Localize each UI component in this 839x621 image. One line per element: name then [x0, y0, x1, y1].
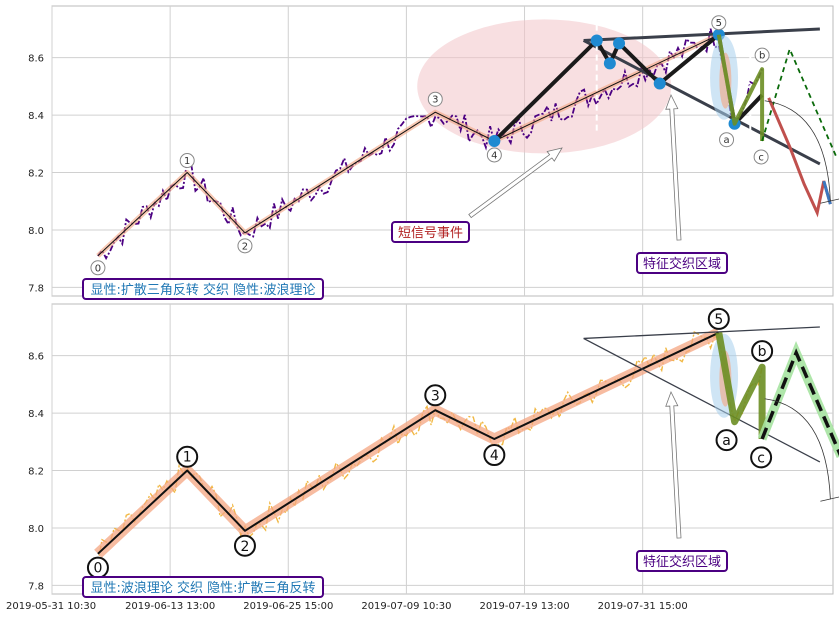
abc-label: c [757, 450, 765, 466]
y-tick-label: 7.8 [28, 581, 44, 592]
abc-label: b [759, 51, 765, 62]
measure-arc [764, 100, 831, 202]
wave-label-circle [237, 238, 253, 254]
x-tick-label: 2019-07-31 15:00 [598, 601, 688, 612]
x-tick-label: 2019-05-31 10:30 [6, 601, 96, 612]
wave-label-circle [176, 445, 199, 468]
interweave-label: 特征交织区域 [643, 554, 721, 570]
abc-label: a [723, 135, 729, 146]
triangle-upper-line [583, 27, 820, 42]
top-panel: 7.8 8.0 8.2 8.4 8.6 0 1 2 3 4 5 a b c 短信号事件特征交织区域显性:扩散… [28, 5, 839, 300]
wave-label-circle [424, 384, 447, 407]
wave-label: 0 [95, 263, 101, 274]
pivot-marker [590, 34, 603, 47]
triangle-lower-line [583, 337, 821, 463]
pivot-marker [613, 37, 626, 50]
abc-correction-line [715, 332, 766, 439]
wave-label-circle [427, 91, 443, 107]
wave-label: 5 [714, 312, 723, 328]
wave-label: 5 [716, 18, 722, 29]
wave-label: 0 [93, 561, 102, 577]
pattern-caption: 显性:扩散三角反转 交织 隐性:波浪理论 [90, 282, 315, 298]
wave-label: 2 [240, 539, 249, 555]
abc-label-circle [719, 132, 735, 148]
x-tick-label: 2019-07-19 13:00 [479, 601, 569, 612]
wave-label-circle [711, 15, 727, 31]
wave-label: 3 [431, 388, 440, 404]
projection-small-tail [822, 180, 832, 205]
wave-label: 4 [490, 448, 499, 464]
short-signal-label: 短信号事件 [398, 226, 463, 241]
projection-line [761, 46, 838, 159]
abc-label-circle [753, 149, 769, 165]
triangle-upper-line [583, 326, 820, 340]
y-tick-label: 8.0 [28, 524, 44, 535]
pivot-marker [488, 134, 501, 147]
y-tick-label: 8.2 [28, 467, 44, 478]
abc-correction-line [716, 34, 765, 141]
x-tick-label: 2019-07-09 10:30 [361, 601, 451, 612]
wave-label: 2 [242, 241, 248, 252]
abc-label: a [722, 433, 731, 449]
wave-label-circle [233, 534, 256, 557]
y-tick-label: 8.2 [28, 169, 44, 180]
wave-label: 4 [491, 150, 497, 161]
abc-label-circle [751, 340, 774, 363]
triangle-lower-line [582, 39, 821, 166]
wave-label-circle [90, 260, 106, 276]
x-axis: 2019-05-31 10:30 2019-06-13 13:00 2019-06-… [6, 601, 688, 612]
measure-arc [764, 398, 831, 500]
wave-label-circle [179, 153, 195, 169]
wave-label-circle [483, 444, 506, 467]
abc-label-circle [715, 429, 738, 452]
wave-line [97, 331, 720, 555]
x-tick-label: 2019-06-13 13:00 [125, 601, 215, 612]
interweave-label-box [636, 550, 728, 572]
pivot-marker [653, 77, 666, 90]
wave-label: 1 [184, 156, 190, 167]
pivot-marker [603, 57, 616, 70]
abc-label: b [758, 344, 767, 360]
abc-label-circle [750, 446, 773, 469]
y-tick-label: 8.6 [28, 352, 44, 363]
interweave-arrow [665, 93, 682, 241]
y-tick-label: 8.4 [28, 111, 44, 122]
projection-line [760, 348, 839, 457]
y-tick-label: 8.4 [28, 409, 44, 420]
interweave-label-box [636, 252, 728, 274]
wave-label: 3 [432, 95, 438, 106]
pattern-caption-box [82, 278, 324, 300]
short-signal-label-box [391, 221, 470, 243]
wave-label-circle [707, 307, 730, 330]
abc-label: c [758, 152, 764, 163]
pattern-caption: 显性:波浪理论 交织 隐性:扩散三角反转 [90, 580, 315, 596]
abc-label-circle [754, 47, 770, 63]
y-tick-label: 8.0 [28, 226, 44, 237]
pattern-caption-box [82, 576, 324, 598]
short-signal-arrow [468, 147, 563, 219]
y-tick-label: 8.6 [28, 54, 44, 65]
interweave-arrow [665, 390, 682, 539]
wave-label: 1 [183, 450, 192, 466]
wave-line [97, 34, 720, 257]
x-tick-label: 2019-06-25 15:00 [243, 601, 333, 612]
interweave-label: 特征交织区域 [643, 256, 721, 272]
y-tick-label: 7.8 [28, 283, 44, 294]
wave-label-circle [486, 147, 502, 163]
